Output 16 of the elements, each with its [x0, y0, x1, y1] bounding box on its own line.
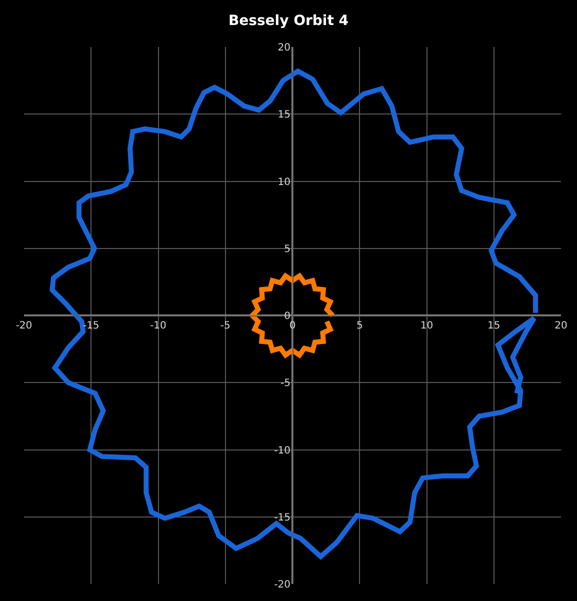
x-tick-label: -20 [16, 320, 32, 332]
y-tick-label: 5 [284, 244, 290, 255]
x-tick-label: -5 [220, 320, 230, 332]
x-tick-label: 10 [420, 320, 434, 332]
chart-title: Bessely Orbit 4 [228, 12, 349, 29]
x-tick-label: 15 [488, 320, 500, 332]
x-tick-label: 20 [554, 320, 568, 332]
y-tick-label: 10 [278, 176, 290, 188]
x-tick-label: 5 [356, 320, 363, 332]
y-tick-label: -20 [274, 580, 290, 590]
y-tick-label: 20 [278, 42, 290, 54]
y-tick-label: -5 [280, 378, 290, 390]
y-tick-label: 15 [278, 110, 290, 121]
x-tick-label: -10 [150, 320, 166, 332]
y-tick-label: -10 [274, 445, 290, 456]
y-tick-label: -15 [274, 512, 290, 524]
